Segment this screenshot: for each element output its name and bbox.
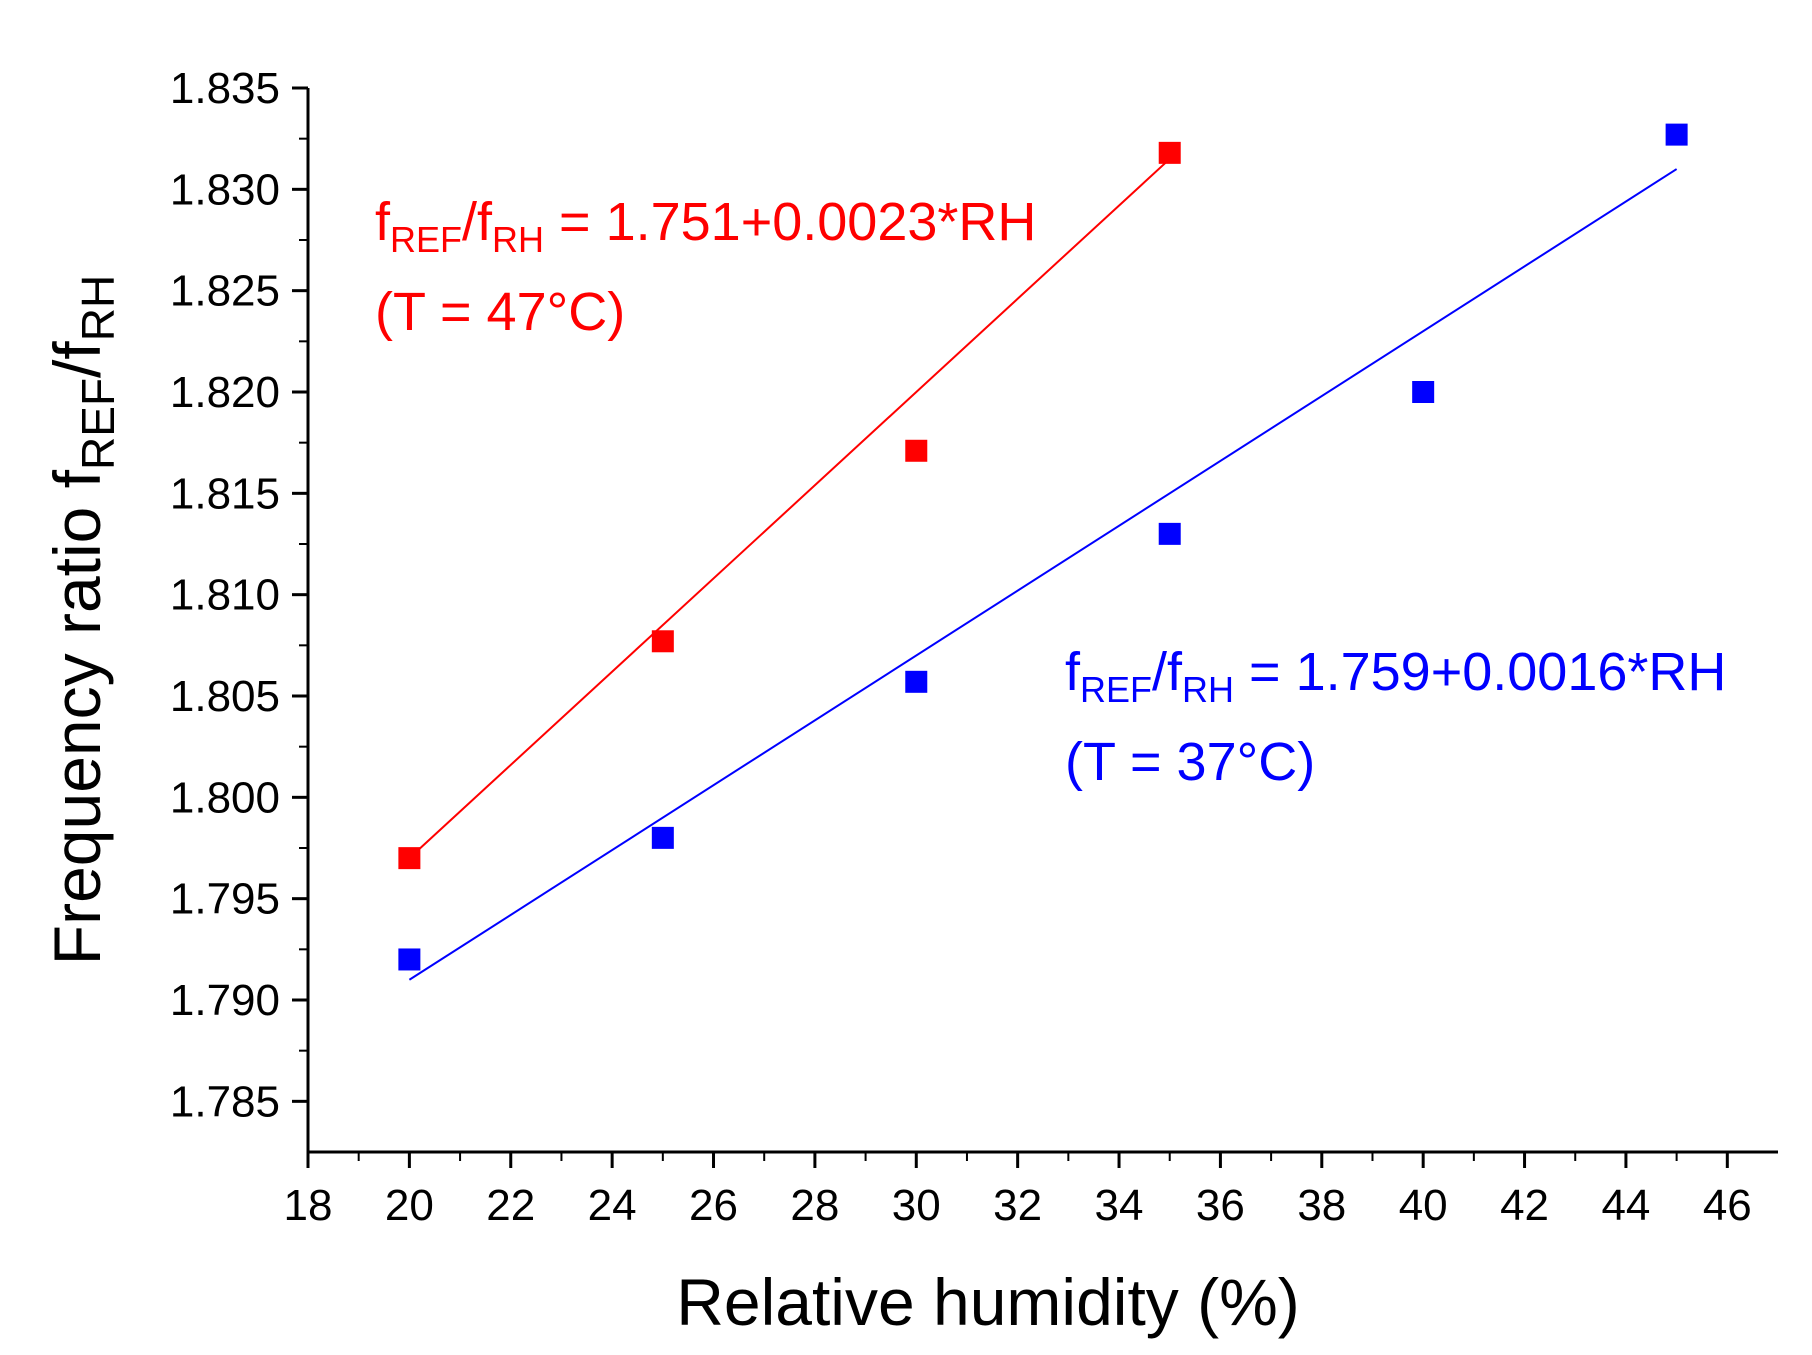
fit-lines xyxy=(408,158,1678,981)
data-point-red xyxy=(905,439,928,462)
data-point-red xyxy=(1158,141,1181,164)
annotation-blue-equation: fREF/fRH = 1.759+0.0016*RH xyxy=(1065,642,1726,710)
x-tick-label: 22 xyxy=(486,1181,535,1230)
annotation-blue-sub2: RH xyxy=(1182,669,1234,710)
y-tick-label: 1.810 xyxy=(170,571,280,620)
axes xyxy=(306,88,1778,1154)
y-axis-title-sub1: REF xyxy=(72,378,124,470)
x-tick-label: 44 xyxy=(1601,1181,1650,1230)
y-tick-label: 1.795 xyxy=(170,875,280,924)
y-axis-title: Frequency ratio fREF/fRH xyxy=(40,275,124,965)
y-axis-title-sub2: RH xyxy=(72,275,124,341)
annotation-red-sub1: REF xyxy=(390,219,462,260)
y-axis-title-prefix: Frequency ratio f xyxy=(40,469,114,965)
y-tick-label: 1.835 xyxy=(170,64,280,113)
y-tick-label: 1.825 xyxy=(170,267,280,316)
x-tick-label: 40 xyxy=(1399,1181,1448,1230)
x-tick-label: 28 xyxy=(790,1181,839,1230)
x-tick-label: 24 xyxy=(588,1181,637,1230)
x-tick-label: 46 xyxy=(1703,1181,1752,1230)
annotation-blue-mid: /f xyxy=(1152,642,1183,702)
fit-line-blue xyxy=(408,168,1678,981)
x-tick-label: 36 xyxy=(1196,1181,1245,1230)
annotation-red-condition: (T = 47°C) xyxy=(375,282,625,342)
data-point-blue xyxy=(651,826,674,849)
annotation-blue-eq: = 1.759+0.0016*RH xyxy=(1234,642,1726,702)
data-point-red xyxy=(651,630,674,653)
x-tick-label: 34 xyxy=(1095,1181,1144,1230)
x-tick-label: 20 xyxy=(385,1181,434,1230)
x-ticks: 18 20 22 24 26 28 30 32 34 36 38 40 42 44 46 xyxy=(284,1152,1752,1230)
annotation-red-eq: = 1.751+0.0023*RH xyxy=(544,192,1036,252)
x-tick-label: 26 xyxy=(689,1181,738,1230)
fit-line-red xyxy=(408,158,1171,859)
data-points xyxy=(398,123,1688,971)
y-tick-label: 1.790 xyxy=(170,976,280,1025)
data-point-red xyxy=(398,847,421,870)
data-point-blue xyxy=(1158,522,1181,545)
annotation-red: fREF/fRH = 1.751+0.0023*RH (T = 47°C) xyxy=(375,192,1036,342)
y-axis-title-mid: /f xyxy=(40,341,114,378)
y-tick-label: 1.820 xyxy=(170,368,280,417)
y-tick-label: 1.805 xyxy=(170,672,280,721)
x-tick-label: 18 xyxy=(284,1181,333,1230)
x-tick-label: 30 xyxy=(892,1181,941,1230)
annotation-blue-sub1: REF xyxy=(1080,669,1152,710)
data-point-blue xyxy=(1665,123,1688,146)
data-point-blue xyxy=(905,670,928,693)
annotation-red-equation: fREF/fRH = 1.751+0.0023*RH xyxy=(375,192,1036,260)
x-axis-title: Relative humidity (%) xyxy=(676,1265,1300,1339)
annotation-red-f1: f xyxy=(375,192,391,252)
y-tick-label: 1.830 xyxy=(170,165,280,214)
annotation-red-mid: /f xyxy=(462,192,493,252)
y-tick-label: 1.815 xyxy=(170,469,280,518)
y-tick-label: 1.785 xyxy=(170,1077,280,1126)
data-point-blue xyxy=(1412,381,1435,403)
annotation-blue-f1: f xyxy=(1065,642,1081,702)
x-tick-label: 42 xyxy=(1500,1181,1549,1230)
y-tick-label: 1.800 xyxy=(170,773,280,822)
annotation-blue-condition: (T = 37°C) xyxy=(1065,732,1315,792)
x-tick-label: 32 xyxy=(993,1181,1042,1230)
x-tick-label: 38 xyxy=(1297,1181,1346,1230)
annotation-blue: fREF/fRH = 1.759+0.0016*RH (T = 37°C) xyxy=(1065,642,1726,792)
y-ticks: 1.785 1.790 1.795 1.800 1.805 1.810 1.815 1.820… xyxy=(170,64,308,1126)
data-point-blue xyxy=(398,948,421,971)
annotation-red-sub2: RH xyxy=(492,219,544,260)
